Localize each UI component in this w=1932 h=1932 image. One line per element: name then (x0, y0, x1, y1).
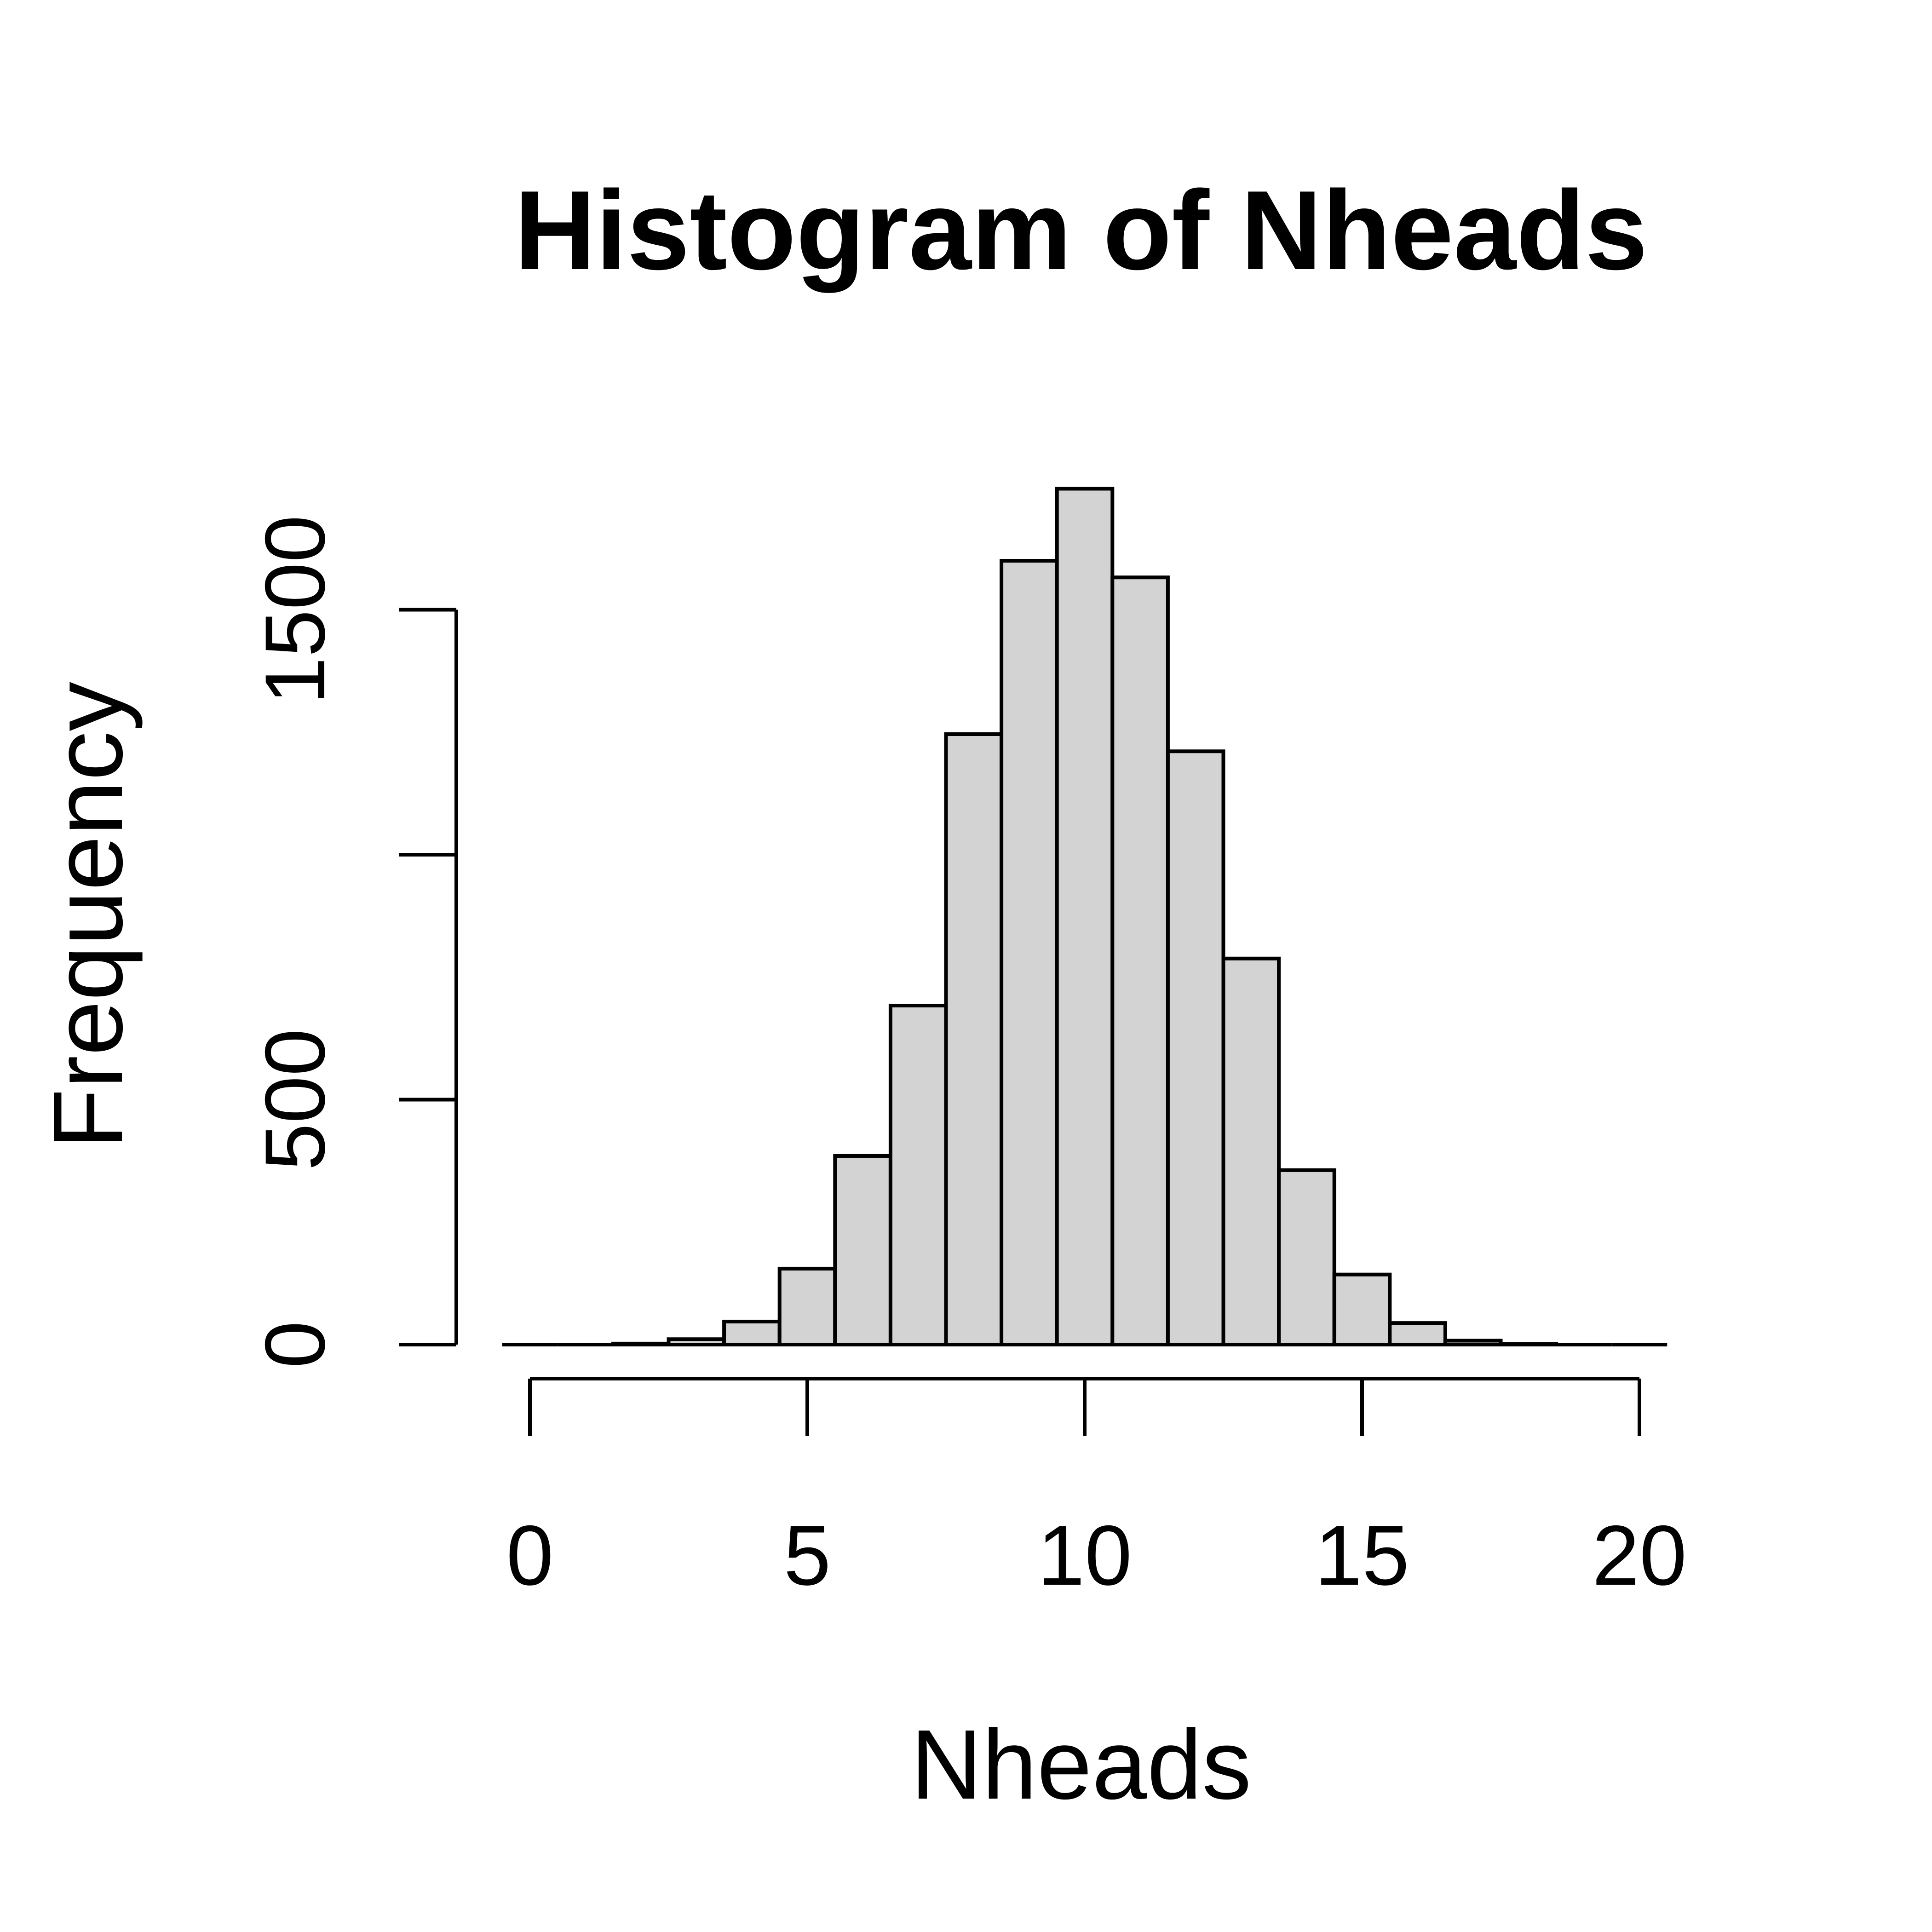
chart-title: Histogram of Nheads (514, 167, 1648, 293)
histogram-bar (888, 1004, 948, 1346)
histogram-bar (1388, 1321, 1447, 1346)
x-tick-label: 5 (784, 1508, 831, 1603)
x-tick-label: 20 (1592, 1508, 1687, 1603)
histogram-bar (1499, 1342, 1558, 1347)
histogram-bar (833, 1154, 892, 1347)
y-axis-label: Frequency (32, 682, 143, 1149)
histogram-bar (1110, 575, 1170, 1346)
histogram-bar (1055, 487, 1115, 1346)
histogram-bar (611, 1341, 671, 1347)
y-axis: 0 500 1500 (248, 515, 458, 1368)
x-axis: 0 5 10 15 20 (506, 1377, 1687, 1603)
histogram-bar (944, 732, 1004, 1346)
histogram-bar (667, 1337, 726, 1346)
histogram-bar (722, 1319, 782, 1347)
histogram-bars (502, 487, 1668, 1347)
x-tick-label: 0 (506, 1508, 554, 1603)
histogram-bar (1443, 1339, 1503, 1346)
histogram-bar (1277, 1168, 1336, 1347)
histogram-bar (1221, 956, 1281, 1346)
x-tick-label: 15 (1315, 1508, 1409, 1603)
y-tick-label: 500 (248, 1029, 343, 1171)
x-tick-label: 10 (1037, 1508, 1132, 1603)
histogram-bar (1166, 749, 1225, 1346)
histogram-bar (1000, 559, 1059, 1346)
histogram-bar (1332, 1272, 1392, 1347)
y-tick-label: 1500 (248, 515, 343, 705)
x-axis-label: Nheads (910, 1709, 1251, 1820)
histogram-bar (777, 1266, 837, 1347)
y-tick-label: 0 (248, 1321, 343, 1368)
